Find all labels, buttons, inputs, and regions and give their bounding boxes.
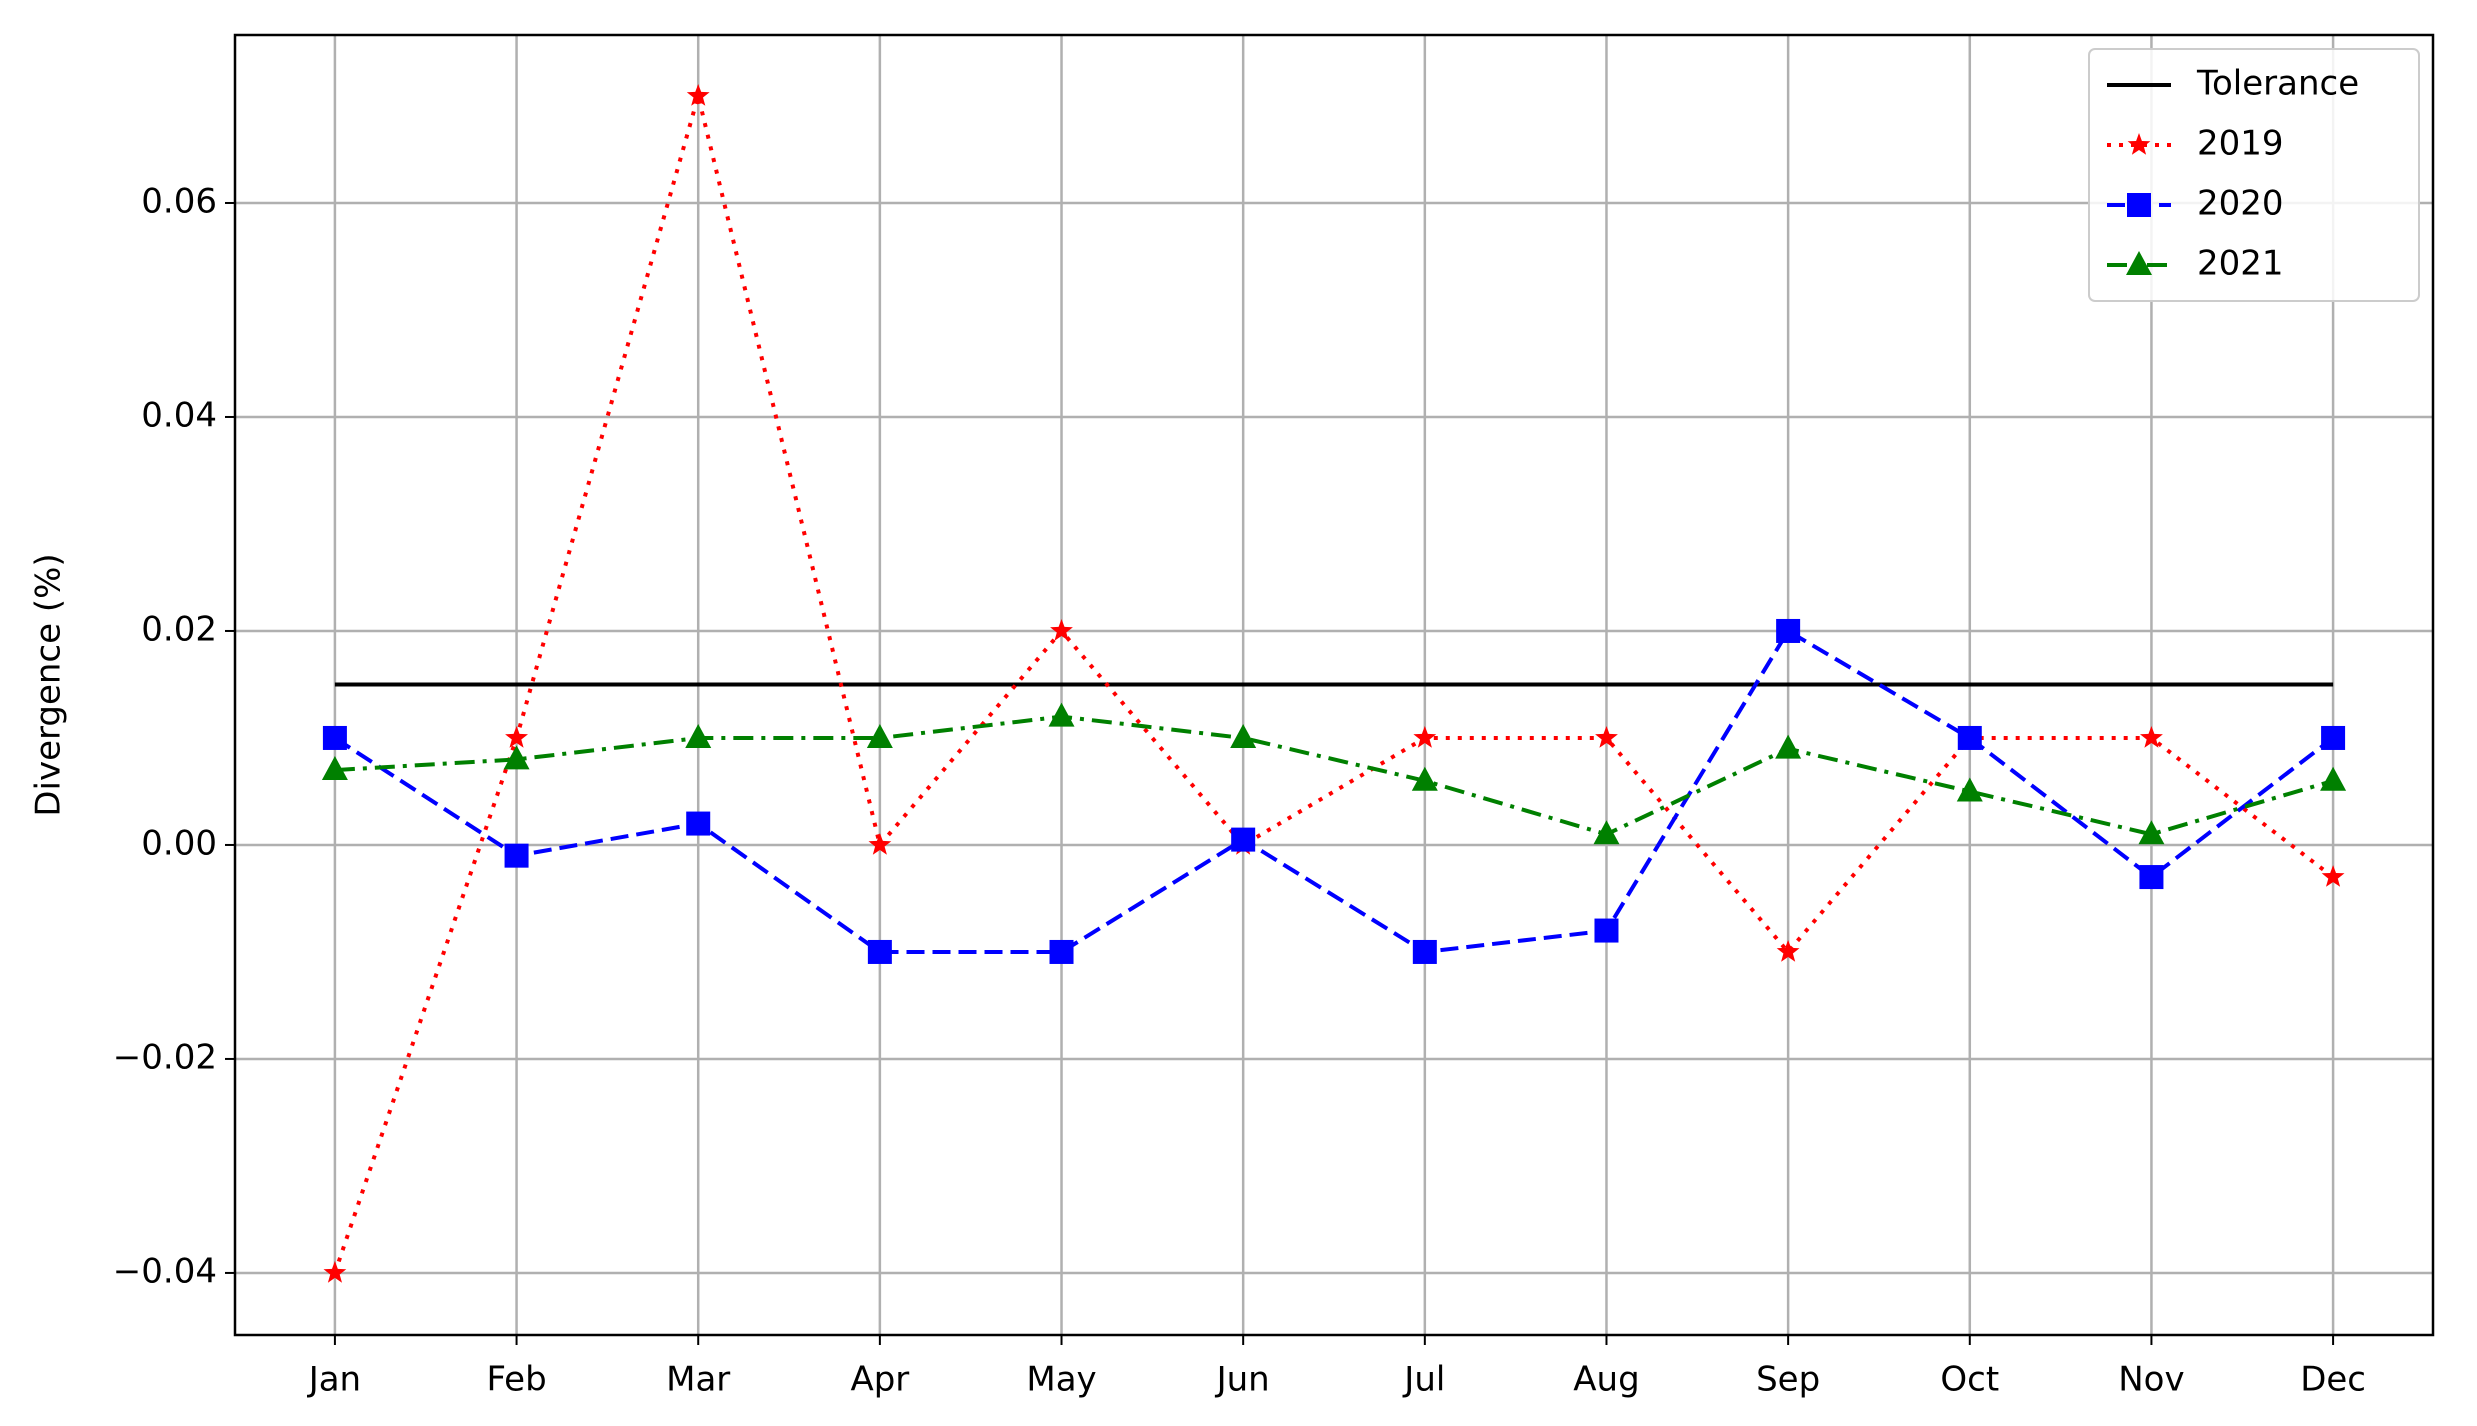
x-tick-label: Jul — [1402, 1360, 1445, 1400]
marker — [868, 833, 892, 855]
y-tick-label: 0.02 — [141, 609, 217, 649]
marker — [323, 1260, 347, 1283]
marker — [1412, 939, 1437, 964]
marker — [1593, 820, 1620, 845]
x-tick-label: Aug — [1573, 1360, 1639, 1400]
marker — [1048, 702, 1075, 727]
marker — [686, 84, 710, 106]
marker — [686, 811, 711, 836]
marker — [2140, 726, 2163, 748]
marker — [321, 756, 348, 781]
marker — [1775, 734, 1802, 759]
x-tick-label: Dec — [2300, 1360, 2366, 1400]
marker — [867, 939, 892, 964]
marker — [1957, 725, 1982, 750]
line — [333, 628, 2335, 955]
legend-label: Tolerance — [2196, 64, 2359, 104]
x-tick-label: Nov — [2118, 1360, 2184, 1400]
marker — [2139, 865, 2164, 890]
legend-label: 2019 — [2197, 124, 2284, 164]
marker — [504, 843, 529, 868]
plot-frame — [233, 33, 2435, 1337]
marker — [1594, 918, 1619, 943]
marker — [1776, 940, 1800, 962]
marker — [505, 726, 528, 748]
marker — [503, 745, 530, 770]
marker — [685, 723, 712, 748]
marker — [2138, 820, 2165, 845]
x-tick-label: May — [1026, 1360, 1096, 1400]
marker — [1956, 777, 1983, 802]
x-tick-label: Jun — [1215, 1360, 1270, 1400]
marker — [2321, 865, 2345, 887]
legend-box — [2088, 48, 2420, 302]
legend-marker — [2126, 251, 2152, 275]
line — [334, 714, 2334, 837]
legend-label: 2021 — [2197, 244, 2284, 284]
y-axis-label: Divergence (%) — [29, 553, 69, 816]
marker — [2321, 725, 2346, 750]
marker — [1776, 618, 1801, 643]
marker — [1050, 619, 1073, 641]
y-tick-label: 0.00 — [141, 823, 217, 863]
y-tick-label: 0.04 — [141, 395, 217, 435]
marker — [322, 725, 347, 750]
y-tick-label: 0.06 — [141, 181, 217, 221]
x-tick-label: Jan — [307, 1360, 361, 1400]
marker — [1231, 827, 1256, 852]
marker — [1230, 723, 1257, 748]
marker — [2320, 766, 2347, 791]
x-tick-label: Oct — [1940, 1360, 1999, 1400]
marker — [1049, 939, 1074, 964]
x-tick-label: Sep — [1756, 1360, 1820, 1400]
x-tick-label: Feb — [486, 1360, 546, 1400]
y-tick-label: −0.04 — [113, 1251, 217, 1291]
marker — [1411, 766, 1438, 791]
marker — [1595, 726, 1618, 748]
marker — [1413, 726, 1437, 748]
legend-marker — [2127, 133, 2151, 155]
x-tick-label: Mar — [666, 1360, 730, 1400]
y-tick-label: −0.02 — [113, 1037, 217, 1077]
legend-label: 2020 — [2197, 184, 2284, 224]
marker — [866, 723, 893, 748]
x-tick-label: Apr — [850, 1360, 909, 1400]
legend-marker — [2127, 193, 2151, 217]
